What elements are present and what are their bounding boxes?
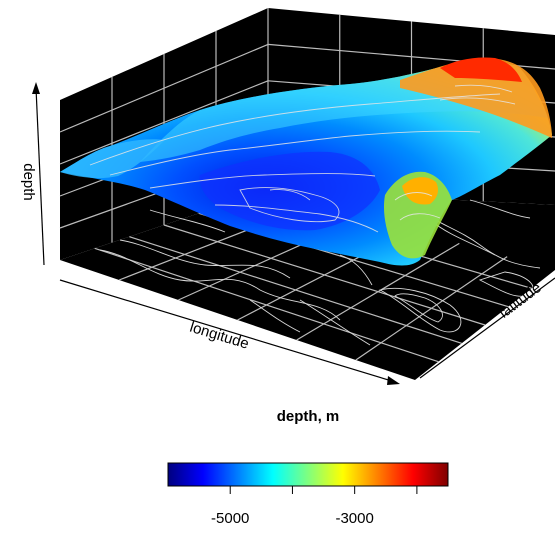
z-axis-label: depth — [20, 163, 37, 201]
x-axis-label: longitude — [188, 319, 251, 353]
colorbar-tick-label: -3000 — [335, 510, 373, 527]
surface-contour-line — [109, 130, 481, 176]
surface-contour-line — [269, 189, 311, 201]
floor-contour-line — [394, 293, 443, 323]
surface-west-shelf — [60, 139, 165, 179]
surface-contours — [89, 84, 516, 233]
grid-line — [59, 80, 269, 165]
floor-contour-line — [149, 209, 226, 233]
floor-contour-line — [119, 239, 291, 279]
surface-peak — [440, 57, 522, 82]
x-axis-arrowhead — [387, 376, 400, 385]
colorbar-ticks: -5000 -3000 — [211, 486, 418, 527]
grid-line — [59, 43, 269, 133]
colorbar-tick-label: -5000 — [211, 510, 249, 527]
colorbar — [167, 462, 449, 487]
floor-contour-line — [339, 254, 373, 286]
x-axis-line — [59, 279, 396, 383]
floor-contour-line — [249, 299, 301, 333]
z-axis-line — [35, 87, 45, 266]
floor-contour-line — [469, 199, 531, 219]
surface-contour-line — [89, 93, 501, 166]
surface-contour-line — [394, 192, 433, 201]
surface-contour-line — [239, 187, 340, 223]
surface-contour-line — [149, 173, 376, 189]
surface-contour-line — [214, 204, 379, 233]
axes — [32, 82, 555, 385]
floor-contour-line — [299, 299, 371, 346]
z-axis-arrowhead — [32, 82, 40, 94]
surface-contour-line — [454, 84, 513, 93]
surface-seamount-top — [402, 177, 438, 205]
depth-surface — [60, 57, 552, 266]
floor-contour-line — [99, 249, 341, 321]
colorkey-title: depth, m — [277, 408, 340, 425]
surface-contour-line — [399, 213, 441, 221]
y-axis-line — [419, 277, 555, 379]
floor-contour-line — [378, 287, 462, 333]
surface-contour-line — [439, 97, 516, 105]
